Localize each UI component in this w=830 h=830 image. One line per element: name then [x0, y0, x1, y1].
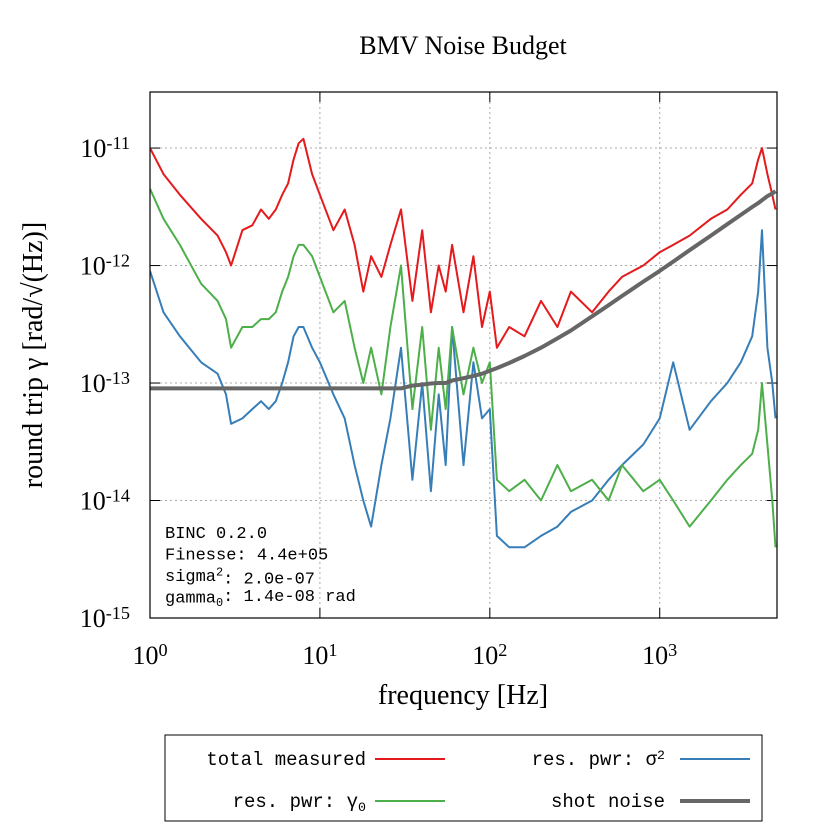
x-tick-label: 102 — [472, 640, 507, 670]
legend-label: res. pwr: γ0 — [233, 791, 366, 815]
legend-label: total measured — [206, 749, 366, 771]
y-tick-label: 10-15 — [80, 603, 130, 633]
y-axis-label: round trip γ [rad/√(Hz)] — [18, 222, 49, 488]
chart-title: BMV Noise Budget — [359, 31, 567, 60]
plot-frame — [149, 91, 778, 619]
y-tick-label: 10-11 — [80, 133, 130, 163]
x-axis-label: frequency [Hz] — [378, 680, 548, 711]
legend-box — [164, 734, 763, 822]
x-tick-label: 100 — [132, 640, 167, 670]
y-tick-label: 10-13 — [80, 368, 130, 398]
annotation: Finesse: 4.4e+05 — [165, 547, 328, 566]
series-line — [150, 229, 777, 549]
annotation: BINC 0.2.0 — [165, 525, 267, 544]
x-tick-label: 103 — [642, 640, 677, 670]
series-line — [150, 137, 777, 349]
series-line — [150, 188, 777, 548]
legend-label: res. pwr: σ2 — [532, 748, 665, 771]
annotation: sigma2: 2.0e-07 — [165, 566, 315, 590]
y-tick-label: 10-12 — [80, 250, 130, 280]
legend-label: shot noise — [551, 791, 665, 813]
annotation: gamma0: 1.4e-08 rad — [165, 588, 356, 610]
series-line — [150, 189, 777, 391]
x-tick-label: 101 — [302, 640, 337, 670]
y-tick-label: 10-14 — [80, 485, 130, 515]
